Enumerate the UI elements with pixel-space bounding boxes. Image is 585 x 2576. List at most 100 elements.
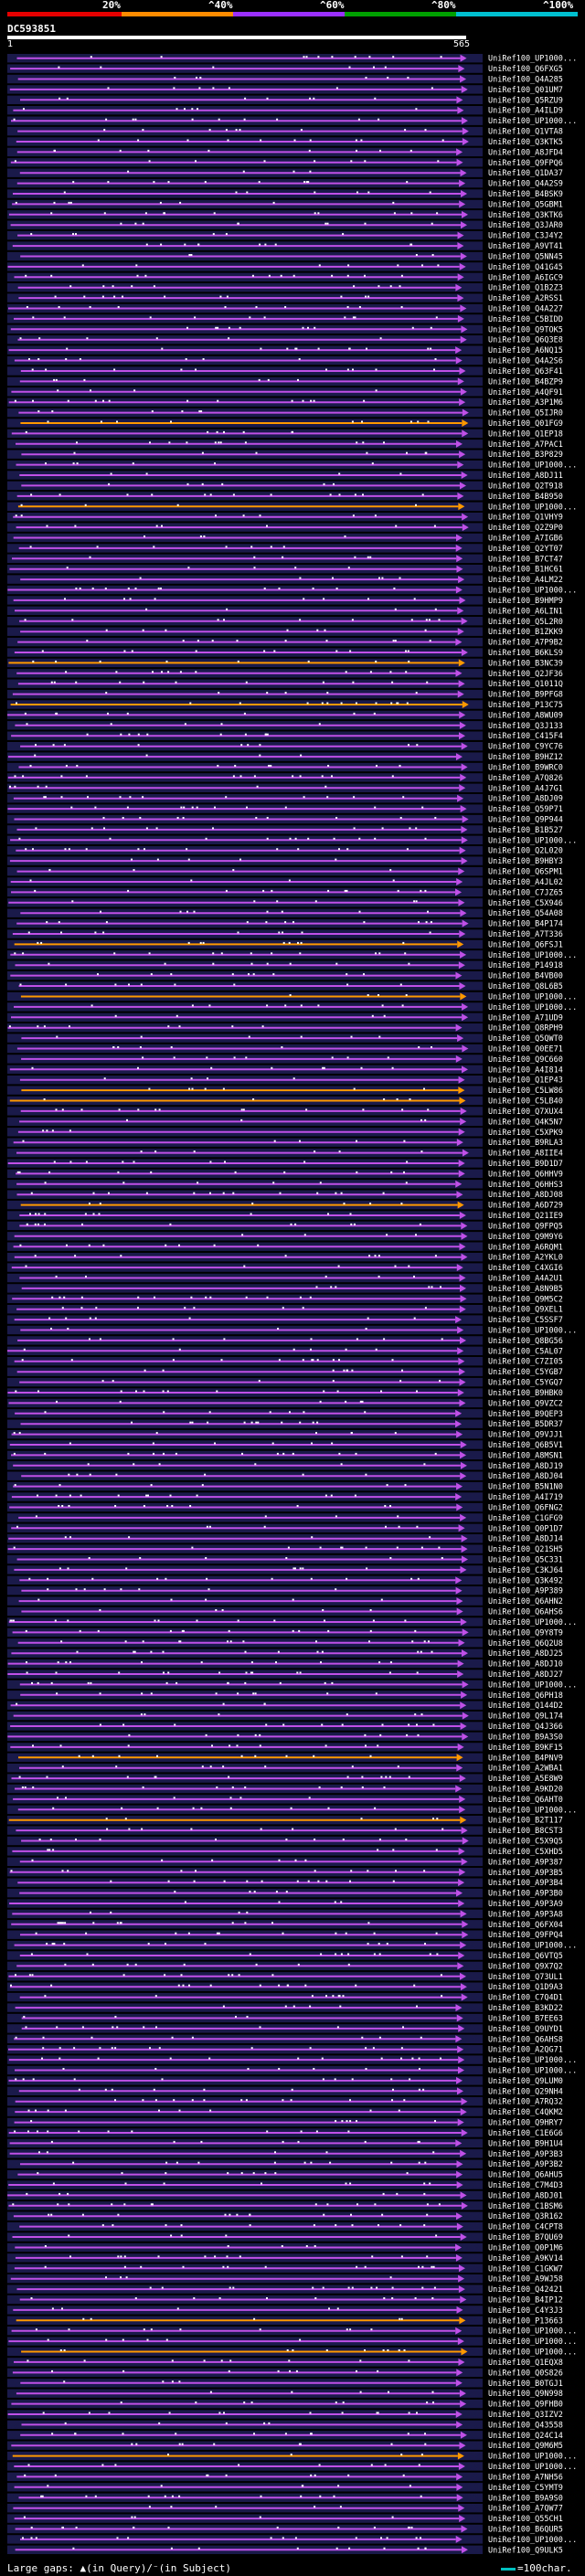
hit-gap-marker — [334, 1901, 336, 1903]
hit-gap-marker — [407, 650, 410, 652]
hit-arrow — [461, 190, 468, 198]
hit-gap-marker — [45, 462, 47, 465]
hit-gap-marker — [423, 2224, 426, 2227]
hit-gap-marker — [350, 160, 353, 163]
hit-gap-marker — [263, 160, 266, 163]
hit-gap-marker — [168, 441, 171, 444]
hit-label: UniRef100_Q3J133 — [488, 722, 563, 731]
hit-gap-marker — [37, 2130, 38, 2133]
hit-gap-marker — [137, 733, 140, 736]
hit-gap-marker — [277, 1328, 280, 1330]
hit-arrow — [462, 1555, 469, 1564]
hit-gap-marker — [20, 514, 23, 517]
hit-gap-marker — [52, 1807, 55, 1809]
hit-gap-marker — [377, 2369, 379, 2372]
hit-gap-marker — [369, 1609, 372, 1611]
hit-gap-marker — [367, 295, 370, 298]
hit-gap-marker — [249, 1953, 251, 1956]
hit-gap-marker — [292, 1077, 295, 1080]
hit-gap-marker — [142, 1056, 144, 1059]
hit-gap-marker — [441, 1995, 443, 1998]
hit-gap-marker — [86, 337, 89, 340]
hit-gap-marker — [421, 806, 424, 809]
hit-gap-marker — [433, 368, 435, 371]
hit-arrow — [455, 1409, 463, 1417]
hit-gap-marker — [32, 399, 34, 402]
hit-arrow — [462, 919, 469, 928]
hit-gap-marker — [291, 399, 293, 402]
hit-gap-marker — [281, 910, 283, 913]
hit-gap-marker — [392, 640, 395, 642]
hit-gap-marker — [410, 2527, 413, 2528]
hit-gap-marker — [47, 2485, 49, 2487]
hit-gap-marker — [160, 243, 163, 246]
hit-gap-marker — [441, 1828, 444, 1830]
hit-gap-marker — [138, 1588, 141, 1591]
hit-gap-marker — [37, 410, 40, 413]
hit-gap-marker — [68, 2328, 70, 2331]
hit-gap-marker — [397, 1765, 399, 1768]
hit-gap-marker — [262, 889, 265, 892]
hit-gap-marker — [122, 1182, 125, 1184]
hit-arrow — [455, 753, 463, 761]
hit-gap-marker — [237, 1692, 239, 1695]
hit-arrow — [460, 387, 467, 396]
hit-gap-marker — [30, 233, 33, 236]
hit-arrow — [462, 815, 469, 823]
scale-label-80: ^80% — [431, 0, 456, 11]
hit-gap-marker — [271, 1577, 273, 1580]
hit-gap-marker — [420, 889, 422, 892]
hit-gap-marker — [246, 921, 249, 924]
hit-label: UniRef100_A7RQ32 — [488, 2098, 563, 2107]
hit-gap-marker — [164, 2495, 166, 2497]
hit-gap-marker — [374, 2203, 377, 2206]
hit-gap-marker — [292, 2005, 295, 2008]
hit-gap-marker — [441, 1338, 443, 1341]
hit-gap-marker — [153, 285, 155, 288]
hit-gap-marker — [229, 1807, 232, 1809]
hit-gap-marker — [191, 1087, 194, 1090]
hit-gap-marker — [322, 1066, 324, 1069]
hit-gap-marker — [378, 952, 381, 955]
hit-arrow — [455, 346, 463, 355]
hit-gap-marker — [54, 2474, 57, 2476]
hit-gap-marker — [198, 87, 201, 90]
hit-gap-marker — [204, 1943, 207, 1945]
hit-gap-marker — [16, 1171, 19, 1173]
hit-gap-marker — [44, 1182, 47, 1184]
hit-gap-marker — [231, 1922, 234, 1924]
hit-label: UniRef100_Q5C331 — [488, 1556, 563, 1565]
hit-gap-marker — [290, 2454, 292, 2456]
hit-gap-marker — [395, 525, 398, 527]
hit-label: UniRef100_UP1000... — [488, 1680, 577, 1690]
hit-gap-marker — [237, 1619, 239, 1622]
hit-gap-marker — [270, 493, 272, 496]
hit-gap-marker — [330, 1286, 333, 1288]
hit-gap-marker — [258, 181, 261, 184]
hit-gap-marker — [188, 1317, 191, 1320]
hit-gap-marker — [302, 1567, 304, 1570]
hit-gap-marker — [214, 2255, 217, 2258]
hit-gap-marker — [165, 1681, 168, 1684]
hit-arrow — [457, 607, 464, 615]
hit-gap-marker — [181, 2443, 184, 2445]
hit-gap-marker — [409, 1098, 411, 1100]
hit-gap-marker — [324, 1619, 325, 1622]
hit-gap-marker — [64, 1922, 67, 1924]
hit-gap-marker — [335, 1192, 337, 1194]
hit-gap-marker — [105, 921, 108, 924]
hit-gap-marker — [292, 170, 295, 173]
hit-gap-marker — [25, 2026, 27, 2029]
hit-gap-marker — [309, 97, 312, 100]
hit-gap-marker — [206, 1056, 208, 1059]
hit-gap-marker — [197, 640, 199, 642]
hit-gap-marker — [250, 1661, 253, 1664]
hit-arrow — [458, 576, 465, 584]
hit-gap-marker — [323, 1390, 325, 1393]
scale-segment-cyan — [456, 12, 578, 16]
hit-gap-marker — [349, 1880, 351, 1882]
hit-arrow — [462, 1013, 469, 1022]
hit-arrow — [459, 1212, 466, 1220]
hit-gap-marker — [134, 588, 137, 589]
hit-label: UniRef100_Q43558 — [488, 2421, 563, 2430]
